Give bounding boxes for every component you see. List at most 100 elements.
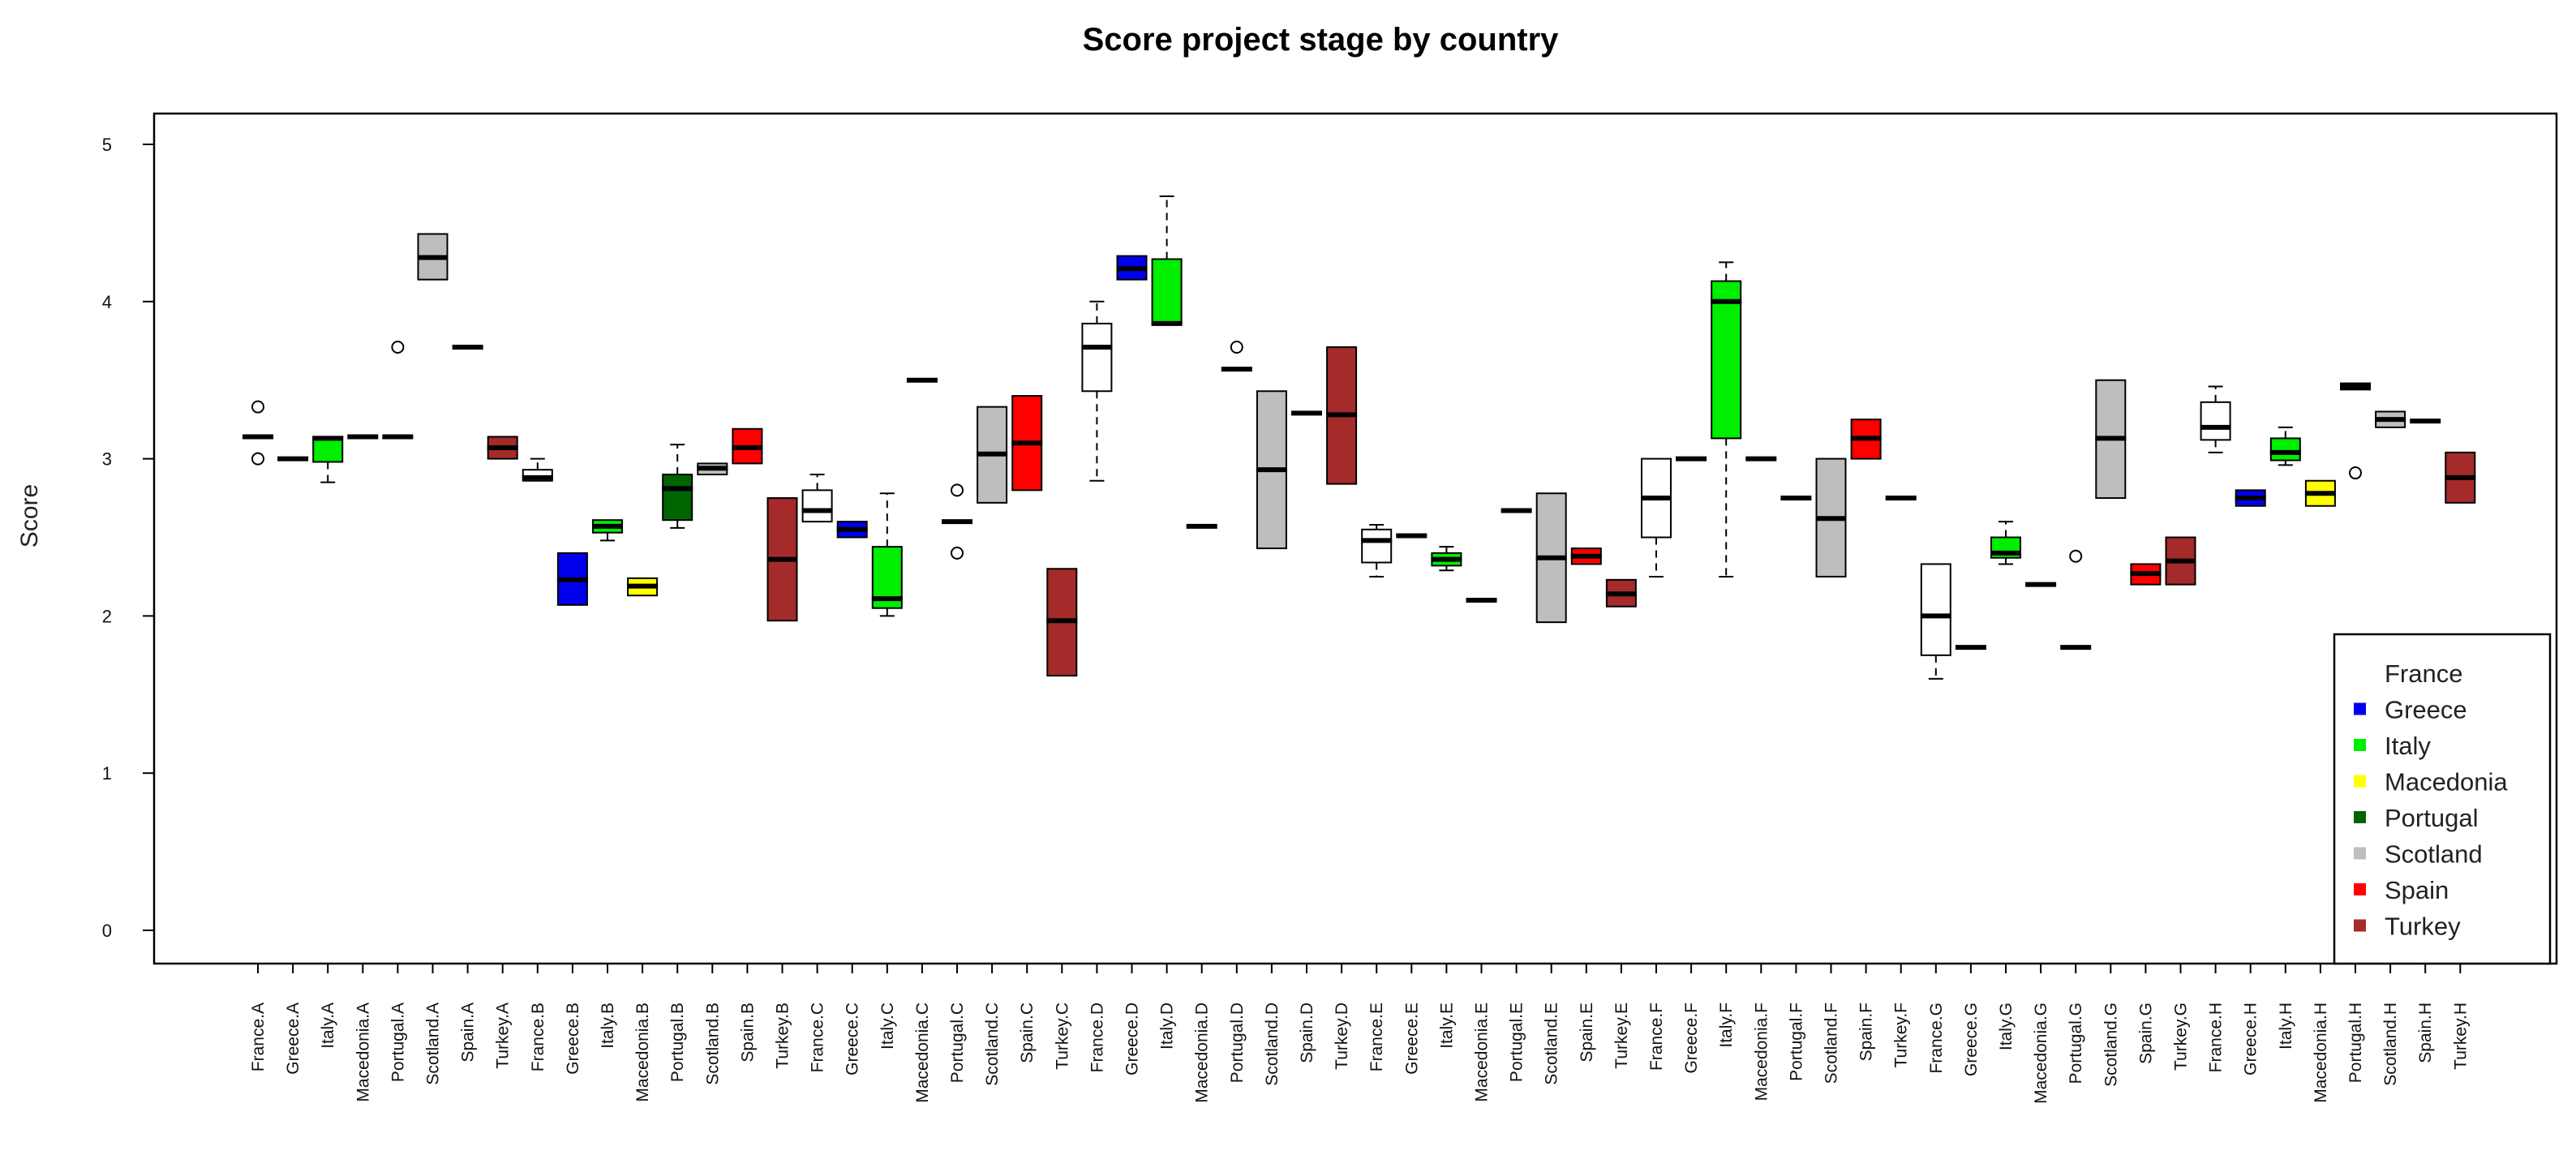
legend-frame (2333, 633, 2552, 965)
x-tick-label: Turkey.G (2172, 1003, 2191, 1071)
box-series (243, 195, 2476, 680)
box-France.A (243, 400, 273, 466)
x-tick-label: Portugal.B (668, 1003, 687, 1082)
x-tick-label: Macedonia.D (1193, 1003, 1212, 1103)
box-Italy.E (1431, 546, 1462, 572)
box-Turkey.B (766, 497, 798, 622)
x-tick-label: Portugal.E (1508, 1003, 1526, 1082)
box-Turkey.C (1046, 568, 1078, 677)
x-tick-label: Macedonia.H (2312, 1003, 2330, 1103)
x-tick-label: Spain.A (459, 1003, 478, 1063)
x-tick-label: Scotland.H (2381, 1003, 2400, 1086)
x-tick-label: France.B (529, 1003, 547, 1071)
x-tick-label: Turkey.B (774, 1003, 792, 1069)
x-tick-label: Spain.B (738, 1003, 757, 1063)
legend-item-label: Portugal (2385, 804, 2478, 832)
x-tick-label: Italy.A (319, 1003, 337, 1049)
box-Scotland.D (1256, 390, 1287, 550)
x-tick-label: Macedonia.C (913, 1003, 932, 1103)
box-body (801, 489, 833, 523)
legend-item-label: Spain (2385, 876, 2449, 904)
x-tick-label: France.D (1088, 1003, 1106, 1072)
x-tick-label: France.C (809, 1003, 827, 1072)
outlier-point (251, 400, 264, 414)
legend-item-label: Turkey (2385, 912, 2461, 941)
x-tick-label: Turkey.D (1333, 1003, 1351, 1070)
x-tick-label: Portugal.G (2067, 1003, 2085, 1084)
box-Scotland.A (417, 233, 449, 281)
y-tick-label: 1 (102, 763, 112, 784)
y-tick-label: 2 (102, 606, 112, 626)
box-body (662, 473, 693, 522)
legend-swatch (2354, 919, 2366, 932)
x-tick-label: Italy.D (1158, 1003, 1177, 1050)
x-tick-label: Greece.E (1402, 1003, 1421, 1075)
box-Portugal.H (2340, 382, 2371, 480)
x-tick-label: Italy.G (1997, 1003, 2016, 1050)
box-France.D (1081, 300, 1113, 482)
box-Italy.D (1151, 195, 1183, 326)
box-body (1920, 563, 1951, 656)
box-Greece.D (1116, 255, 1148, 281)
legend-item-label: Scotland (2385, 840, 2483, 869)
outlier-point (951, 546, 964, 560)
x-tick-label: Macedonia.E (1473, 1003, 1492, 1102)
box-Macedonia.H (2304, 479, 2336, 507)
box-body (1361, 528, 1393, 564)
box-Spain.F (1850, 419, 1882, 460)
x-tick-label: Greece.H (2242, 1003, 2260, 1076)
outlier-point (1230, 341, 1243, 354)
legend-swatch (2354, 847, 2366, 860)
x-tick-label: Greece.D (1123, 1003, 1142, 1076)
x-tick-label: Portugal.F (1787, 1003, 1805, 1081)
x-tick-label: Turkey.E (1612, 1003, 1631, 1069)
x-tick-label: Turkey.H (2451, 1003, 2470, 1070)
legend-swatch (2354, 739, 2366, 751)
x-tick-label: Greece.C (844, 1003, 862, 1076)
x-tick-label: Scotland.A (424, 1003, 443, 1085)
legend-item-label: Macedonia (2385, 768, 2508, 796)
x-tick-label: Greece.A (284, 1003, 303, 1075)
y-axis-label: Score (16, 484, 43, 547)
box-France.B (522, 457, 553, 482)
legend-swatch (2354, 775, 2366, 788)
x-tick-label: France.E (1367, 1003, 1386, 1071)
x-tick-label: Macedonia.F (1752, 1003, 1771, 1101)
box-Spain.E (1570, 547, 1602, 565)
box-Turkey.E (1605, 578, 1637, 608)
x-tick-label: Spain.G (2136, 1003, 2155, 1064)
x-tick-label: Turkey.C (1053, 1003, 1071, 1070)
box-Spain.B (732, 427, 763, 465)
box-France.G (1920, 563, 1951, 680)
legend-swatch (2354, 883, 2366, 895)
x-tick-label: Greece.F (1682, 1003, 1701, 1074)
box-Greece.B (556, 552, 588, 606)
x-tick-label: France.F (1647, 1003, 1666, 1071)
x-tick-label: Macedonia.B (633, 1003, 652, 1102)
box-Spain.G (2130, 563, 2162, 586)
legend-item-label: Greece (2385, 696, 2467, 724)
x-axis: France.A Greece.A Italy.A Macedonia.A Portug… (249, 964, 2470, 1104)
x-tick-label: Scotland.C (983, 1003, 1002, 1086)
x-tick-label: France.G (1927, 1003, 1946, 1074)
box-Greece.C (836, 521, 868, 539)
x-tick-label: Turkey.A (494, 1003, 513, 1069)
chart-title: Score project stage by country (1083, 22, 1560, 58)
box-Turkey.G (2165, 536, 2196, 586)
box-body (2269, 437, 2301, 462)
box-Scotland.F (1815, 457, 1847, 578)
box-France.H (2200, 385, 2231, 453)
box-Scotland.C (977, 406, 1008, 504)
y-tick-label: 4 (102, 292, 112, 312)
box-Portugal.A (382, 341, 414, 440)
x-tick-label: Spain.E (1578, 1003, 1596, 1063)
x-tick-label: Italy.H (2277, 1003, 2295, 1050)
y-axis: 0 1 2 3 4 5 (102, 135, 154, 941)
plot-frame (152, 112, 2558, 965)
box-Portugal.C (942, 483, 972, 560)
x-tick-label: Italy.F (1717, 1003, 1736, 1048)
box-Spain.C (1011, 395, 1043, 492)
x-tick-label: France.H (2207, 1003, 2226, 1072)
y-tick-label: 5 (102, 135, 112, 155)
